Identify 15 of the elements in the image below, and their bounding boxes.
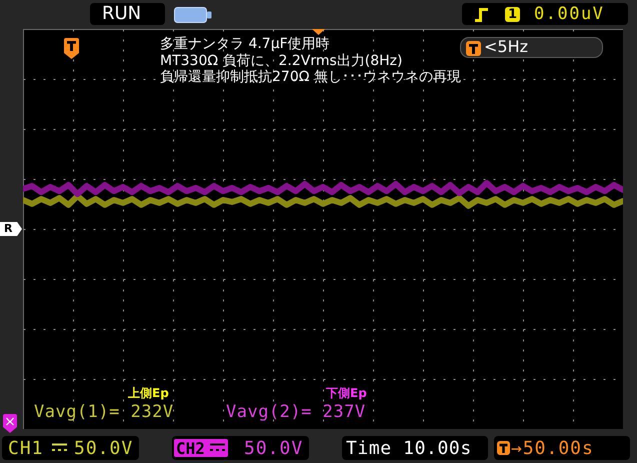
chart-title: 多重ナンタラ 4.7μF使用時 MT330Ω 負荷に、2.2Vrms出力(8Hz) 負帰還量抑制抵抗270Ω 無し･･･ウネウネの再現 — [160, 36, 461, 86]
text: Time 10.00s — [346, 438, 472, 459]
annotation: Vavg(1)= 232V — [34, 402, 174, 422]
annotation: Vavg(2)= 237V — [226, 402, 366, 422]
text: R — [4, 222, 12, 236]
text: CH1 — [8, 438, 44, 459]
text: RUN — [102, 3, 142, 24]
text: 0.00uV — [534, 4, 604, 24]
text: 50.0V — [74, 438, 134, 459]
text: <5Hz — [484, 37, 528, 56]
text: CH2 — [176, 439, 205, 458]
annotation: 下側Ep — [326, 386, 367, 400]
annotation: 上側Ep — [128, 386, 169, 400]
text: →50.00s — [511, 438, 594, 459]
text: 50.0V — [244, 438, 304, 459]
